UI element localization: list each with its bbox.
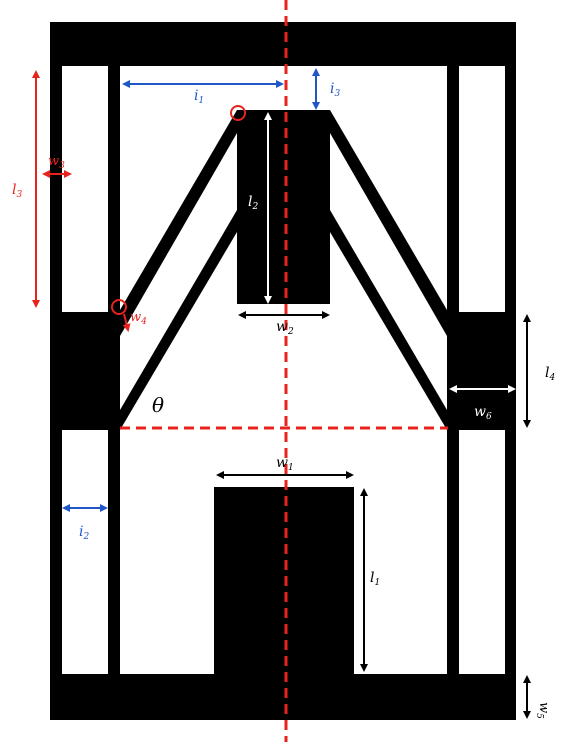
label-w3: w3 (48, 154, 65, 171)
dim-w4-arrow (122, 313, 131, 332)
slot-right-lower (459, 430, 505, 674)
left-arm (120, 110, 237, 336)
right-arm (330, 110, 447, 336)
slot-right-upper (459, 66, 505, 312)
left-arm-lower (120, 210, 237, 430)
feed-patch (214, 487, 354, 675)
right-side-block (447, 312, 516, 430)
label-theta: θ (152, 393, 164, 417)
label-w6: w6 (474, 404, 492, 422)
label-l4: l4 (545, 365, 555, 383)
label-i2: i2 (79, 524, 89, 542)
label-i3: i3 (330, 81, 340, 99)
metal-structure (50, 22, 516, 720)
label-w2: w2 (276, 319, 294, 337)
label-w1: w1 (276, 455, 294, 473)
label-l1: l1 (370, 570, 380, 588)
marker-circle-left (111, 299, 127, 315)
label-l2: l2 (248, 194, 258, 212)
marker-circle-top (230, 105, 246, 121)
label-i1: i1 (194, 88, 204, 106)
left-side-block (50, 312, 120, 430)
label-l3: l3 (12, 182, 22, 200)
slot-left-upper (62, 66, 108, 312)
upper-patch (237, 110, 330, 304)
label-w5: w5 (534, 702, 551, 719)
label-w4: w4 (130, 310, 147, 327)
right-arm-lower (330, 210, 447, 430)
slot-left-lower (62, 430, 108, 674)
